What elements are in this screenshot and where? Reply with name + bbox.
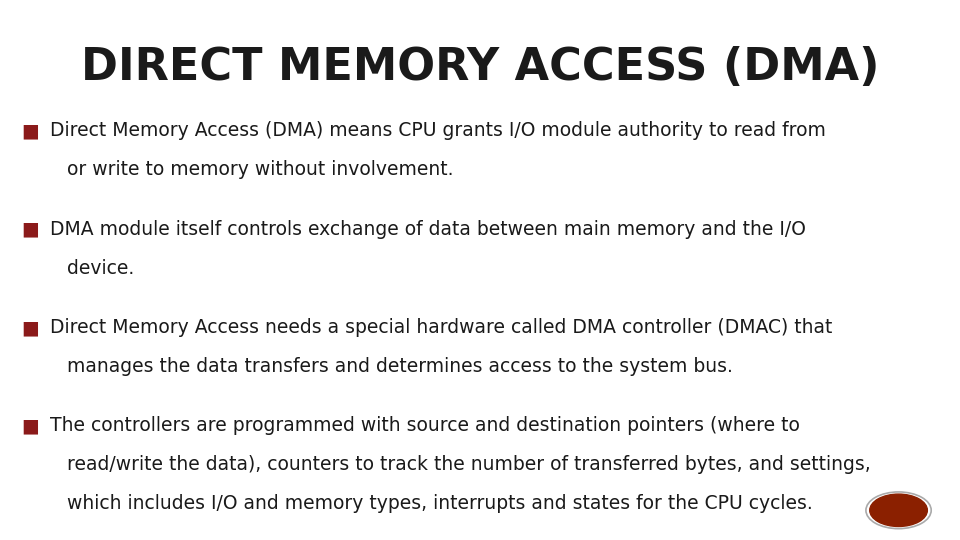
Text: The controllers are programmed with source and destination pointers (where to: The controllers are programmed with sour… [50, 416, 800, 435]
Text: DMA module itself controls exchange of data between main memory and the I/O: DMA module itself controls exchange of d… [50, 220, 805, 239]
Text: manages the data transfers and determines access to the system bus.: manages the data transfers and determine… [67, 357, 733, 376]
Text: DIRECT MEMORY ACCESS (DMA): DIRECT MEMORY ACCESS (DMA) [81, 46, 879, 89]
Text: ■: ■ [21, 122, 38, 140]
Text: which includes I/O and memory types, interrupts and states for the CPU cycles.: which includes I/O and memory types, int… [67, 494, 813, 513]
Text: device.: device. [67, 259, 134, 278]
Text: or write to memory without involvement.: or write to memory without involvement. [67, 160, 454, 179]
Text: ■: ■ [21, 416, 38, 435]
Text: Direct Memory Access needs a special hardware called DMA controller (DMAC) that: Direct Memory Access needs a special har… [50, 318, 832, 337]
Circle shape [870, 494, 927, 526]
Text: read/write the data), counters to track the number of transferred bytes, and set: read/write the data), counters to track … [67, 455, 871, 474]
Text: ■: ■ [21, 318, 38, 337]
Text: ■: ■ [21, 220, 38, 239]
Text: Direct Memory Access (DMA) means CPU grants I/O module authority to read from: Direct Memory Access (DMA) means CPU gra… [50, 122, 826, 140]
